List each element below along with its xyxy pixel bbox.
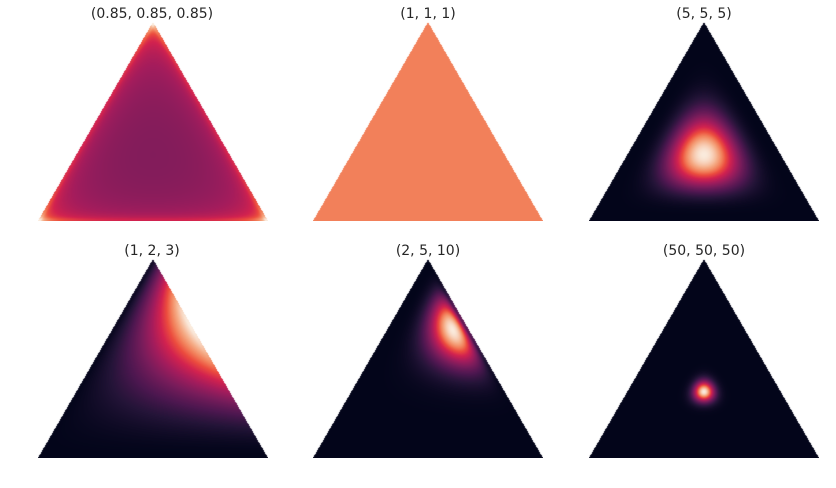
- dirichlet-heatmap-4: [38, 259, 268, 458]
- dirichlet-heatmap-6: [589, 259, 819, 458]
- dirichlet-heatmap-2: [313, 22, 543, 221]
- panel-title-3: (5, 5, 5): [676, 6, 731, 22]
- panel-title-6: (50, 50, 50): [663, 243, 745, 259]
- panel-title-1: (0.85, 0.85, 0.85): [91, 6, 213, 22]
- dirichlet-heatmap-1: [38, 22, 268, 221]
- panel-title-2: (1, 1, 1): [400, 6, 455, 22]
- panel-title-5: (2, 5, 10): [396, 243, 460, 259]
- dirichlet-heatmap-3: [589, 22, 819, 221]
- panel-title-4: (1, 2, 3): [124, 243, 179, 259]
- dirichlet-heatmap-5: [313, 259, 543, 458]
